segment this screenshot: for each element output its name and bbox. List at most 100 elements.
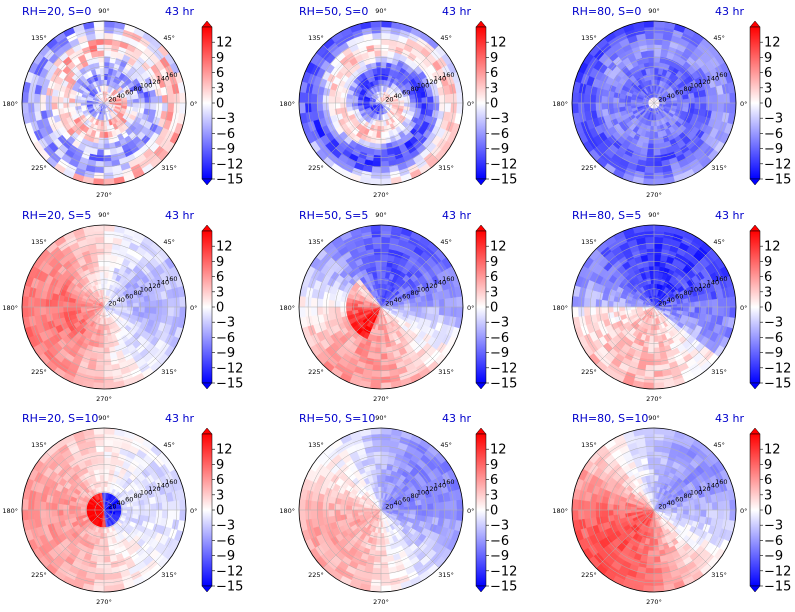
field-cell <box>51 95 58 104</box>
field-cell <box>380 20 392 28</box>
panel-grid: 20 40 60 8010012014016090°45°0°315°270°225°… <box>2 5 791 606</box>
angular-tick-label: 45° <box>440 238 452 246</box>
field-cell <box>618 302 626 308</box>
colorbar-tick-label: 12 <box>764 36 781 51</box>
field-cell <box>433 306 440 315</box>
colorbar-tick-label: −12 <box>216 157 243 172</box>
radial-tick-label: 20 <box>658 96 666 104</box>
field-cell <box>103 155 112 162</box>
field-cell <box>328 102 335 111</box>
colorbar-tick-label: 12 <box>764 240 781 255</box>
field-cell <box>618 98 626 104</box>
field-cell <box>653 271 659 279</box>
angular-tick-label: 0° <box>190 304 197 312</box>
field-cell <box>156 299 163 308</box>
field-cell <box>677 102 684 108</box>
field-cell <box>380 236 391 244</box>
field-cell <box>97 550 105 558</box>
field-cell <box>717 297 725 308</box>
field-cell <box>33 297 41 308</box>
field-cell <box>653 166 664 174</box>
field-cell <box>694 102 702 110</box>
field-cell <box>144 96 152 104</box>
panel-time: 43 hr <box>442 209 471 222</box>
field-cell <box>339 301 347 308</box>
angular-tick-label: 225° <box>581 368 597 376</box>
field-cell <box>375 341 382 349</box>
angular-gridline <box>103 44 163 104</box>
field-cell <box>612 97 620 104</box>
field-cell <box>56 96 64 104</box>
field-cell <box>56 503 64 511</box>
field-cell <box>694 300 702 308</box>
colorbar-tick-label: −15 <box>490 377 517 392</box>
field-cell <box>380 224 392 232</box>
colorbar-tick-label: −6 <box>216 127 235 142</box>
field-cell <box>571 102 579 114</box>
field-cell <box>644 166 655 174</box>
field-cell <box>93 20 105 28</box>
panel-time: 43 hr <box>442 5 471 18</box>
colorbar-tick-label: −3 <box>764 112 783 127</box>
field-cell <box>694 306 702 314</box>
field-cell <box>415 306 423 313</box>
colorbar-body <box>201 230 213 384</box>
field-cell <box>653 248 662 255</box>
field-cell <box>380 32 391 40</box>
field-cell <box>103 259 111 267</box>
field-cell <box>433 95 440 104</box>
field-cell <box>103 50 112 57</box>
field-cell <box>729 102 737 114</box>
field-cell <box>653 20 665 28</box>
colorbar-tick-label: −6 <box>216 331 235 346</box>
field-cell <box>179 92 187 104</box>
field-cell <box>33 509 41 520</box>
angular-tick-label: 270° <box>646 191 662 199</box>
colorbar-tick-label: −6 <box>764 127 783 142</box>
field-cell <box>322 306 329 315</box>
field-cell <box>103 462 111 470</box>
field-cell <box>51 502 58 511</box>
field-cell <box>649 335 655 343</box>
field-cell <box>62 504 70 511</box>
field-cell <box>653 67 659 75</box>
field-cell <box>56 306 64 314</box>
angular-tick-label: 315° <box>161 368 177 376</box>
field-cell <box>601 95 608 104</box>
panel-time: 43 hr <box>715 209 744 222</box>
radial-tick-label: 80 <box>134 85 142 93</box>
field-cell <box>96 556 105 563</box>
field-cell <box>103 347 111 355</box>
angular-tick-label: 135° <box>31 238 47 246</box>
field-cell <box>601 306 608 315</box>
field-cell <box>103 353 112 360</box>
field-cell <box>132 102 140 108</box>
field-cell <box>404 102 411 108</box>
angular-tick-label: 225° <box>308 368 324 376</box>
radial-tick-label: 40 <box>667 296 675 304</box>
field-cell <box>374 259 382 267</box>
field-cell <box>97 143 105 151</box>
field-cell <box>700 102 707 111</box>
field-cell <box>653 353 662 360</box>
field-cell <box>644 32 655 40</box>
field-cell <box>380 61 387 69</box>
field-cell <box>96 353 105 360</box>
field-cell <box>404 306 411 312</box>
field-cell <box>322 299 329 308</box>
colorbar-body <box>475 26 487 180</box>
field-cell <box>380 73 386 80</box>
field-cell <box>150 95 157 104</box>
field-cell <box>444 297 452 308</box>
colorbar-tick-label: −3 <box>216 316 235 331</box>
panel: 20 40 60 8010012014016090°45°0°315°270°225°… <box>279 5 517 199</box>
field-cell <box>328 95 335 104</box>
field-cell <box>298 102 306 114</box>
field-cell <box>421 102 429 110</box>
field-cell <box>370 178 382 186</box>
field-cell <box>371 32 382 40</box>
colorbar-tick-label: −12 <box>764 361 791 376</box>
field-cell <box>583 93 591 104</box>
field-cell <box>606 96 614 104</box>
field-cell <box>646 248 655 255</box>
